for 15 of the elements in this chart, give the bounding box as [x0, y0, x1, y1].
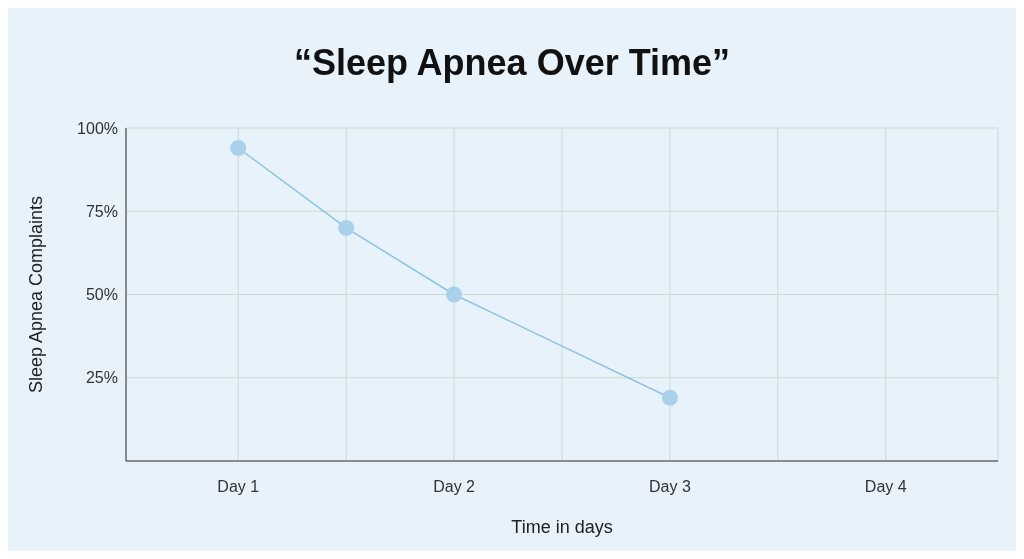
x-tick-label: Day 3: [649, 478, 691, 496]
y-axis-title: Sleep Apnea Complaints: [26, 195, 47, 394]
point: [446, 286, 463, 303]
point: [661, 389, 678, 406]
y-tick-label: 25%: [85, 369, 118, 387]
x-axis-title: Time in days: [511, 517, 613, 537]
x-tick-label: Day 1: [217, 478, 260, 496]
x-tick-label: Day 2: [433, 478, 476, 496]
y-tick-label: 100%: [77, 119, 118, 137]
point: [338, 219, 355, 236]
y-tick-label: 75%: [85, 202, 118, 220]
x-tick-label: Day 4: [864, 478, 907, 496]
y-tick-label: 50%: [85, 286, 118, 304]
chart-title: “Sleep Apnea Over Time”: [292, 41, 732, 85]
point: [230, 139, 247, 156]
